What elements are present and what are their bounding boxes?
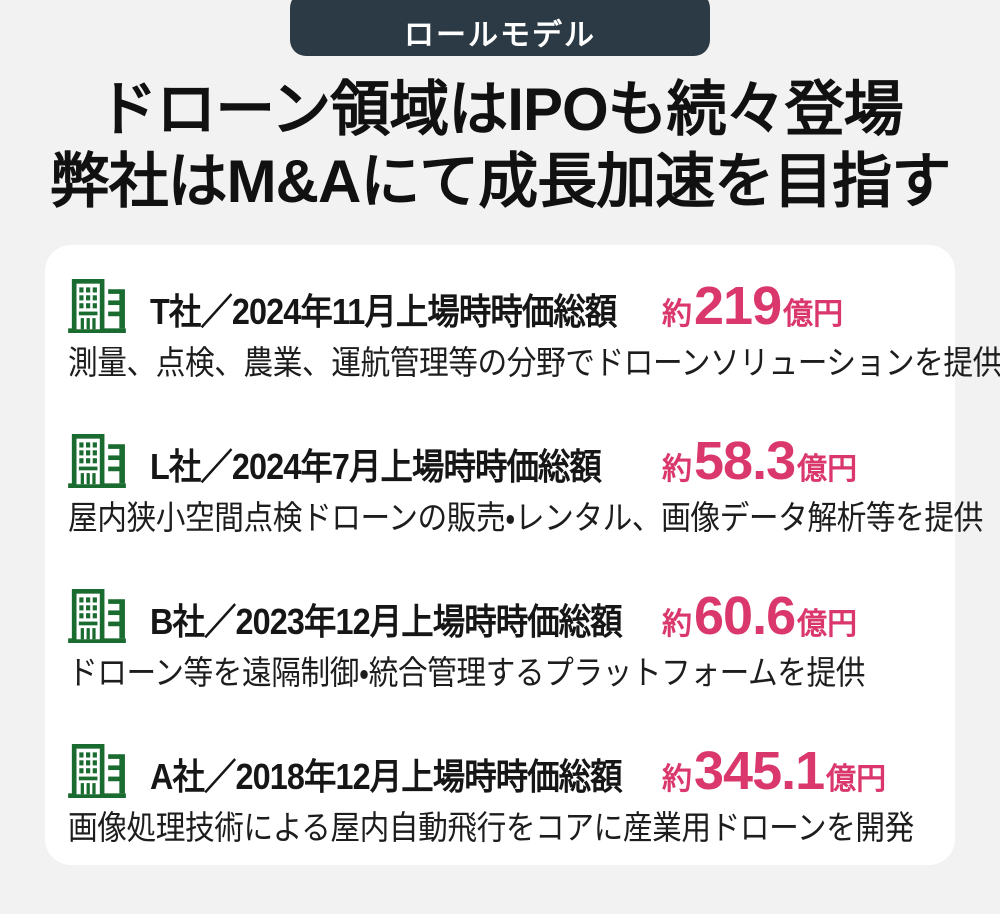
market-cap-value: 約58.3億円 xyxy=(662,431,857,491)
company-row-header: L社／2024年7月上場時時価総額 約58.3億円 xyxy=(68,430,932,492)
company-name: T社／2024年11月上場時時価総額 xyxy=(150,291,617,332)
page-title: ドローン領域はIPOも続々登場 弊社はM&Aにて成長加速を目指す xyxy=(0,74,1000,218)
company-heading-line: A社／2018年12月上場時時価総額 約345.1億円 xyxy=(150,740,886,802)
company-row: B社／2023年12月上場時時価総額 約60.6億円 ドローン等を遠隔制御・統合管… xyxy=(68,585,932,693)
company-name: A社／2018年12月上場時時価総額 xyxy=(150,756,623,797)
company-description: 画像処理技術による屋内自動飛行をコアに産業用ドローンを開発 xyxy=(68,809,914,846)
market-cap-number: 345.1 xyxy=(694,741,825,801)
company-description: 屋内狭小空間点検ドローンの販売・レンタル、画像データ解析等を提供 xyxy=(68,499,983,536)
market-cap-unit: 億円 xyxy=(826,763,887,796)
market-cap-number: 58.3 xyxy=(694,431,796,491)
market-cap-approx: 約 xyxy=(662,763,692,796)
market-cap-approx: 約 xyxy=(662,608,692,641)
market-cap-approx: 約 xyxy=(662,453,692,486)
companies-card: T社／2024年11月上場時時価総額 約219億円 測量、点検、農業、運航管理等の… xyxy=(45,245,1000,865)
company-name: L社／2024年7月上場時時価総額 xyxy=(150,446,602,487)
role-model-badge: ロールモデル xyxy=(290,0,710,56)
market-cap-unit: 億円 xyxy=(783,298,844,331)
building-icon xyxy=(68,589,126,643)
company-row-header: B社／2023年12月上場時時価総額 約60.6億円 xyxy=(68,585,932,647)
market-cap-approx: 約 xyxy=(662,298,692,331)
company-description: ドローン等を遠隔制御・統合管理するプラットフォームを提供 xyxy=(68,654,866,691)
company-row: L社／2024年7月上場時時価総額 約58.3億円 屋内狭小空間点検ドローンの販売… xyxy=(68,430,983,538)
page-title-line2: 弊社はM&Aにて成長加速を目指す xyxy=(49,148,952,215)
company-row: T社／2024年11月上場時時価総額 約219億円 測量、点検、農業、運航管理等の… xyxy=(68,275,1000,383)
market-cap-value: 約345.1億円 xyxy=(662,741,886,801)
market-cap-number: 60.6 xyxy=(694,586,796,646)
company-name: B社／2023年12月上場時時価総額 xyxy=(150,601,623,642)
company-row: A社／2018年12月上場時時価総額 約345.1億円 画像処理技術による屋内自動… xyxy=(68,740,932,848)
market-cap-number: 219 xyxy=(694,276,782,336)
building-icon xyxy=(68,434,126,488)
company-row-header: T社／2024年11月上場時時価総額 約219億円 xyxy=(68,275,932,337)
page-title-line1: ドローン領域はIPOも続々登場 xyxy=(97,76,903,143)
company-heading-line: L社／2024年7月上場時時価総額 約58.3億円 xyxy=(150,430,857,492)
company-heading-line: T社／2024年11月上場時時価総額 約219億円 xyxy=(150,275,843,337)
company-heading-line: B社／2023年12月上場時時価総額 約60.6億円 xyxy=(150,585,857,647)
company-description: 測量、点検、農業、運航管理等の分野でドローンソリューションを提供 xyxy=(68,344,1000,381)
role-model-badge-label: ロールモデル xyxy=(404,19,596,52)
market-cap-value: 約60.6億円 xyxy=(662,586,857,646)
building-icon xyxy=(68,279,126,333)
company-row-header: A社／2018年12月上場時時価総額 約345.1億円 xyxy=(68,740,932,802)
market-cap-unit: 億円 xyxy=(797,453,858,486)
market-cap-unit: 億円 xyxy=(797,608,858,641)
building-icon xyxy=(68,744,126,798)
market-cap-value: 約219億円 xyxy=(662,276,843,336)
